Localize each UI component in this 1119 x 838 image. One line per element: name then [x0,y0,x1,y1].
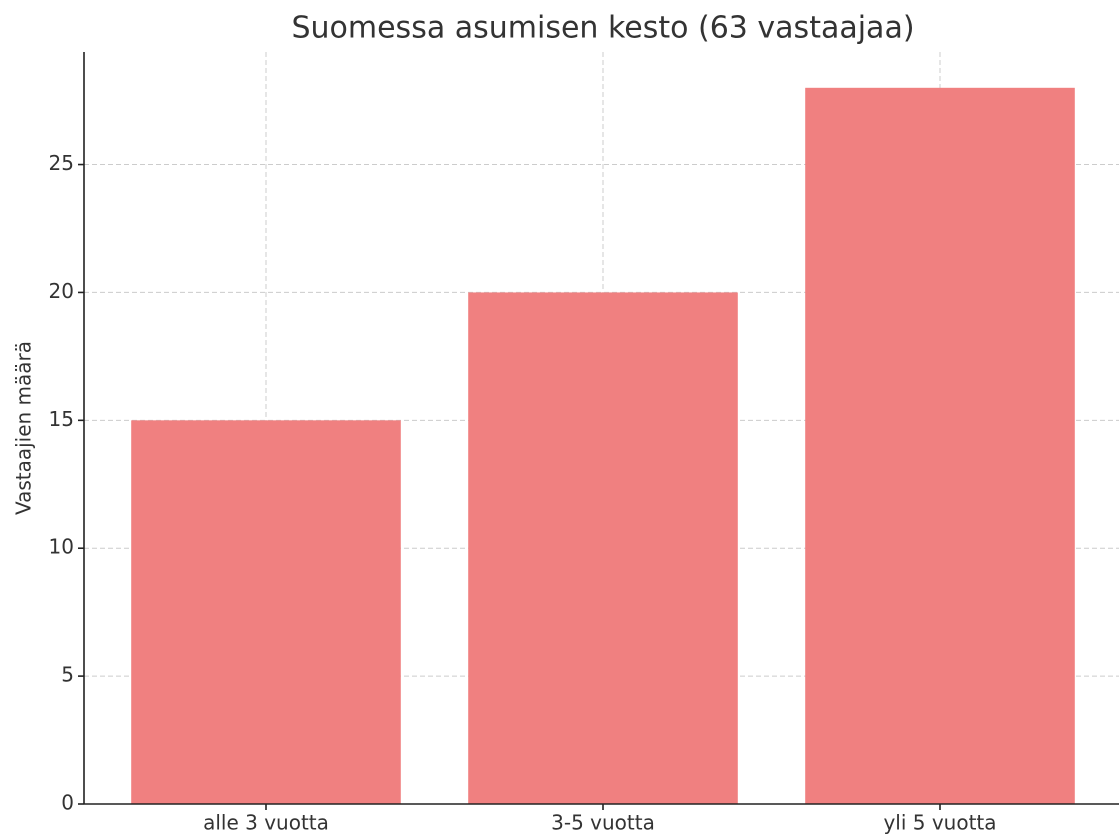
x-tick-label: 3-5 vuotta [551,811,655,835]
y-tick-label: 20 [49,279,74,303]
y-tick-label: 0 [61,791,74,815]
y-tick-label: 25 [49,151,74,175]
chart-title: Suomessa asumisen kesto (63 vastaajaa) [291,11,914,46]
x-tick-label: yli 5 vuotta [883,811,996,835]
bar [131,420,401,804]
bar [468,292,738,804]
y-tick-label: 10 [49,535,74,559]
y-tick-label: 15 [49,407,74,431]
bar [805,87,1075,805]
y-axis-label: Vastaajien määrä [12,341,36,515]
x-tick-label: alle 3 vuotta [203,811,329,835]
y-tick-label: 5 [61,663,74,687]
